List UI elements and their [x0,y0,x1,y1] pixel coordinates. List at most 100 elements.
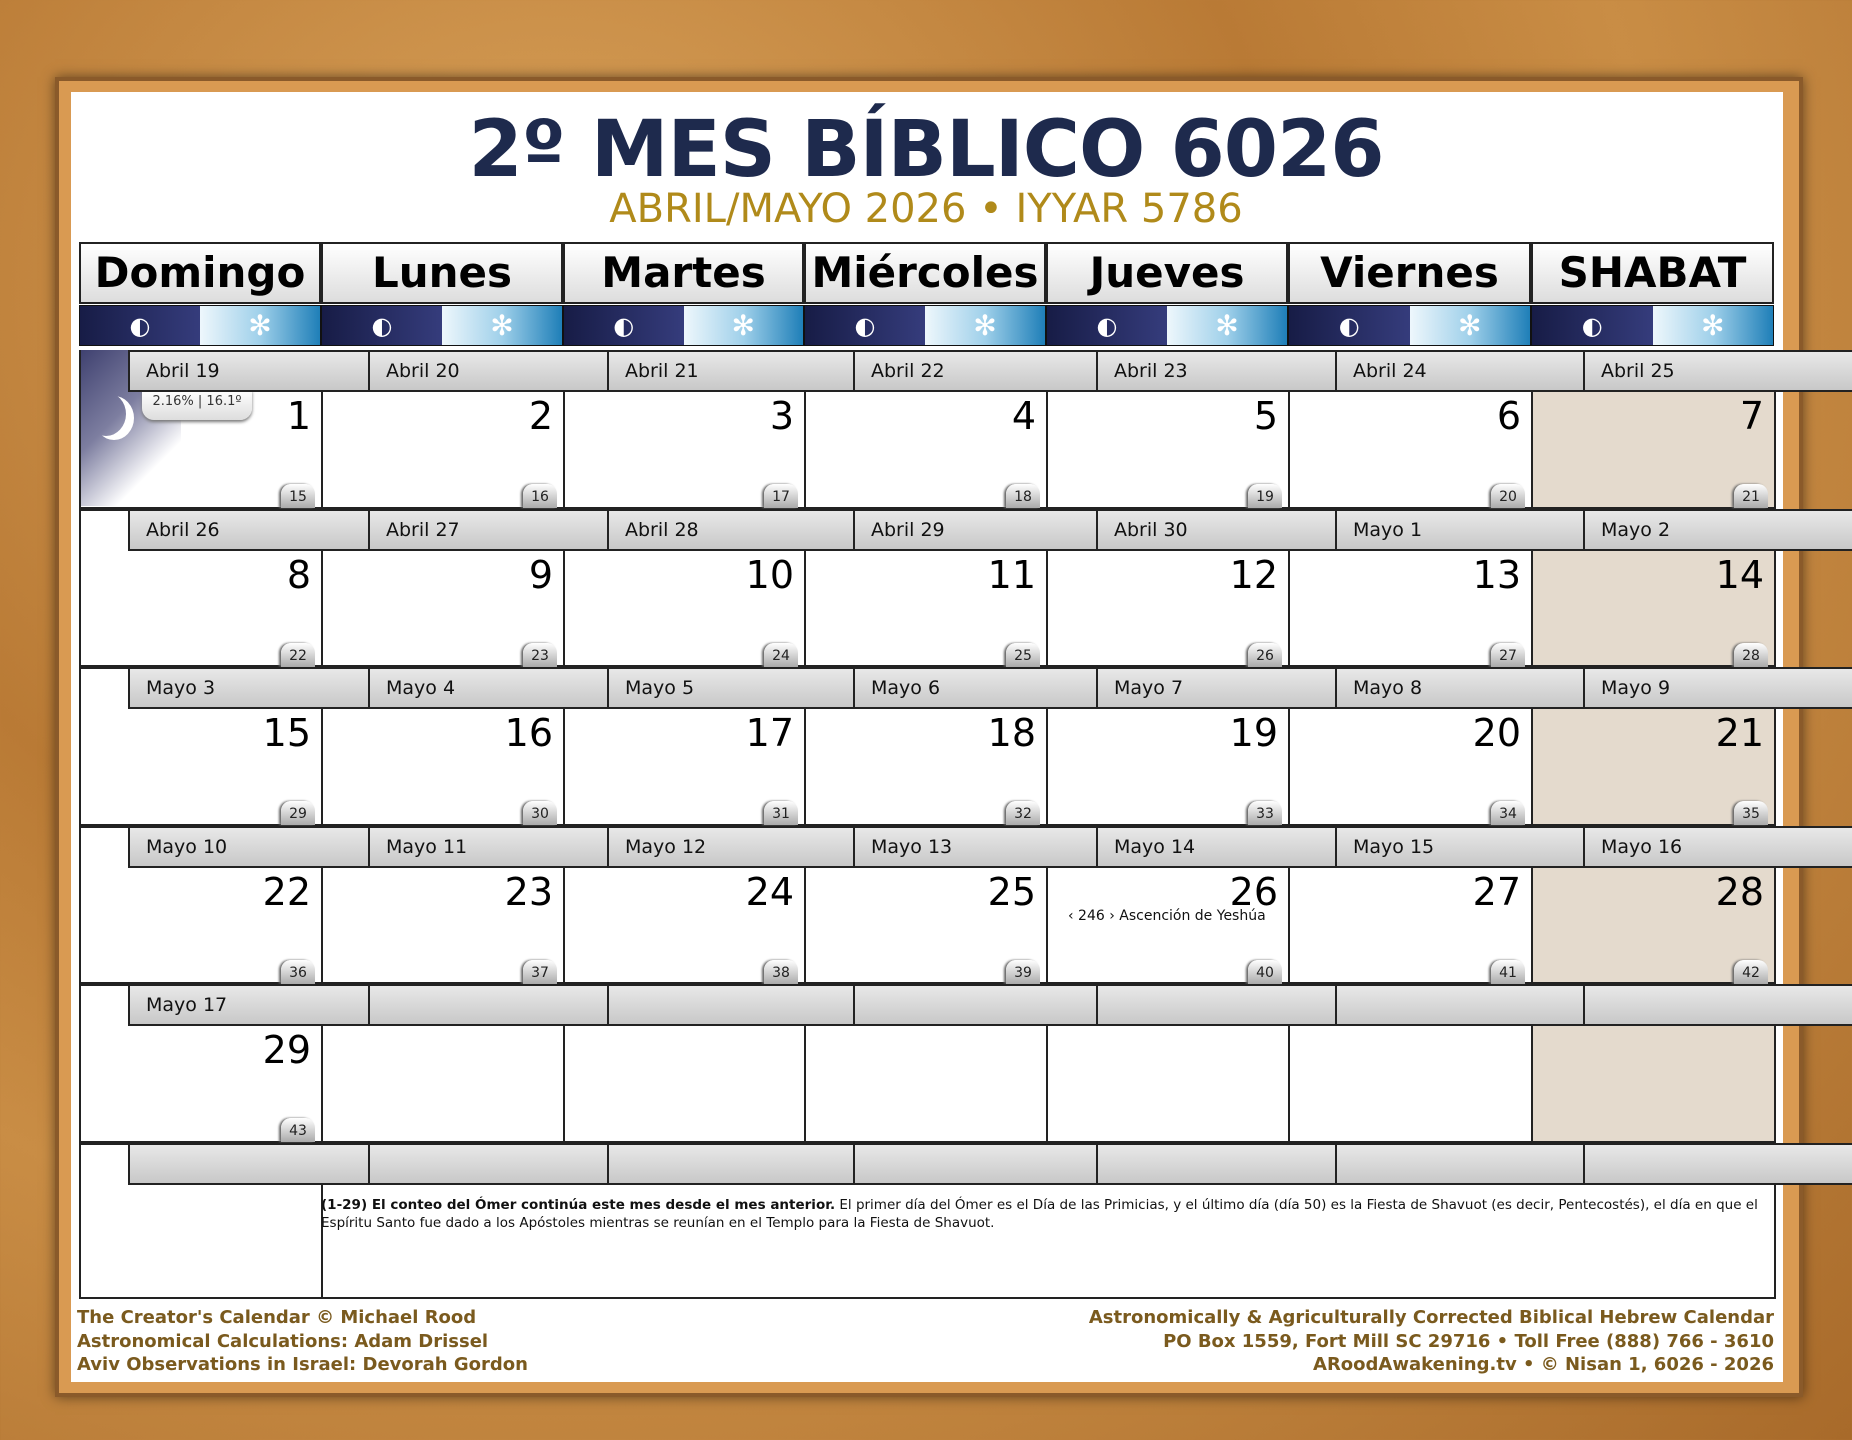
gregorian-date-bar [1096,1143,1337,1185]
gregorian-date-bar: Abril 20 [368,350,609,392]
day-night-icons: ◐ ✻ [79,305,321,346]
omer-count-badge: 42 [1734,959,1768,984]
omer-count-badge: 15 [281,484,315,508]
day-number: 2 [528,394,553,438]
footnote-bold: (1-29) El conteo del Ómer continúa este … [321,1197,836,1213]
gregorian-date-bar [1583,984,1852,1027]
day-number: 15 [262,711,311,756]
snowflake-sun-icon: ✻ [442,306,562,345]
page-subtitle: ABRIL/MAYO 2026 • IYYAR 5786 [609,186,1243,232]
footer-right-line: ARoodAwakening.tv • © Nisan 1, 6026 - 20… [1313,1354,1774,1375]
omer-count-badge: 41 [1491,959,1525,984]
gregorian-date-bar [1096,984,1337,1027]
gregorian-date-bar: Mayo 15 [1335,825,1585,868]
snowflake-sun-icon: ✻ [683,306,803,345]
day-header: Viernes [1288,242,1531,304]
gregorian-date-bar: Abril 19 [128,350,370,392]
day-night-icons: ◐ ✻ [804,305,1046,346]
gregorian-date-bar: Abril 23 [1096,350,1337,392]
omer-count-badge: 32 [1006,801,1040,826]
snowflake-sun-icon: ✻ [200,306,320,345]
omer-count-badge: 27 [1491,642,1525,667]
omer-count-badge: 34 [1491,801,1525,826]
day-number: 8 [286,552,311,597]
omer-count-badge: 39 [1006,959,1040,984]
day-night-icons: ◐ ✻ [321,305,563,346]
omer-count-badge: 24 [764,642,798,667]
day-header: SHABAT [1531,242,1774,304]
gregorian-date-bar [368,984,609,1027]
moon-illumination: 2.16% | 16.1º [142,390,252,420]
day-number: 16 [504,711,553,756]
omer-count-badge: 21 [1734,484,1768,508]
gregorian-date-bar: Mayo 6 [853,667,1098,710]
day-number: 24 [745,869,794,914]
omer-count-badge: 19 [1248,484,1282,508]
day-number: 11 [987,552,1036,597]
gregorian-date-bar [1583,1143,1852,1185]
day-header: Lunes [321,242,563,304]
omer-count-badge: 36 [281,959,315,984]
day-header: Martes [563,242,804,304]
day-number: 18 [987,711,1036,756]
day-number: 27 [1472,869,1521,914]
omer-count-badge: 40 [1248,959,1282,984]
moon-night-icon: ◐ [1047,306,1167,345]
omer-count-badge: 33 [1248,801,1282,826]
day-number: 6 [1496,394,1521,438]
day-number: 12 [1229,552,1278,597]
gregorian-date-bar: Mayo 3 [128,667,370,710]
day-number: 21 [1715,711,1764,756]
day-night-icons: ◐ ✻ [1046,305,1288,346]
footer-left-line: Astronomical Calculations: Adam Drissel [77,1330,489,1352]
omer-count-badge: 43 [281,1118,315,1143]
gregorian-date-bar: Mayo 8 [1335,667,1585,710]
day-number: 29 [262,1028,311,1073]
gregorian-date-bar: Mayo 2 [1583,508,1852,551]
page-title: 2º MES BÍBLICO 6026 [468,105,1384,195]
gregorian-date-bar: Mayo 7 [1096,667,1337,710]
gregorian-date-bar: Mayo 10 [128,825,370,868]
omer-count-badge: 18 [1006,484,1040,508]
gregorian-date-bar [607,1143,855,1185]
omer-count-badge: 23 [523,642,557,667]
day-number: 26 [1229,869,1278,914]
day-number: 10 [745,552,794,597]
day-number: 1 [286,394,311,438]
day-number: 7 [1739,394,1764,438]
gregorian-date-bar: Abril 22 [853,350,1098,392]
gregorian-date-bar: Mayo 14 [1096,825,1337,868]
omer-count-badge: 16 [523,484,557,508]
day-night-icons: ◐ ✻ [1288,305,1531,346]
gregorian-date-bar: Abril 24 [1335,350,1585,392]
gregorian-date-bar: Mayo 11 [368,825,609,868]
day-number: 19 [1229,711,1278,756]
day-night-icons: ◐ ✻ [563,305,804,346]
day-number: 17 [745,711,794,756]
omer-count-badge: 30 [523,801,557,826]
omer-count-badge: 35 [1734,801,1768,826]
day-number: 5 [1253,394,1278,438]
gregorian-date-bar: Abril 29 [853,508,1098,551]
footer-left-line: The Creator's Calendar © Michael Rood [77,1307,477,1328]
snowflake-sun-icon: ✻ [1167,306,1287,345]
gregorian-date-bar: Mayo 4 [368,667,609,710]
gregorian-date-bar [853,1143,1098,1185]
day-header: Domingo [79,242,321,304]
day-night-icons: ◐ ✻ [1531,305,1774,346]
day-number: 14 [1715,552,1764,597]
snowflake-sun-icon: ✻ [1409,306,1530,345]
gregorian-date-bar: Abril 28 [607,508,855,551]
day-number: 25 [987,869,1036,914]
day-number: 20 [1472,711,1521,756]
gregorian-date-bar: Abril 21 [607,350,855,392]
day-number: 22 [262,869,311,914]
footnote: (1-29) El conteo del Ómer continúa este … [321,1196,1761,1232]
gregorian-date-bar [853,984,1098,1027]
omer-count-badge: 37 [523,959,557,984]
moon-night-icon: ◐ [322,306,442,345]
gregorian-date-bar [128,1143,370,1185]
omer-count-badge: 22 [281,642,315,667]
day-number: 4 [1011,394,1036,438]
omer-count-badge: 29 [281,801,315,826]
